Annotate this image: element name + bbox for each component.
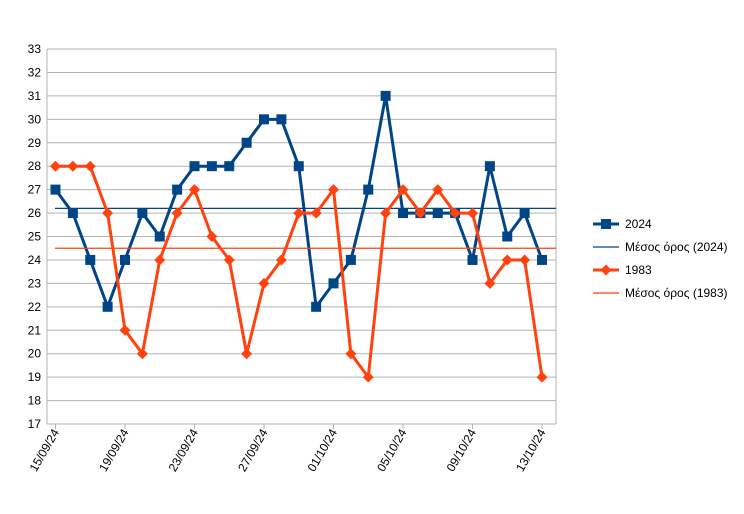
y-tick-label: 18 — [28, 394, 42, 408]
data-point — [397, 184, 409, 196]
data-point — [241, 137, 252, 148]
data-point — [345, 254, 356, 265]
series-1983-2 — [50, 160, 548, 383]
legend-item: 1983 — [593, 263, 652, 277]
legend-item: Μέσος όρος (1983) — [593, 286, 728, 300]
x-tick-label: 27/09/24 — [235, 426, 271, 474]
y-tick-label: 29 — [28, 136, 42, 150]
data-point — [206, 161, 217, 172]
data-point — [414, 207, 426, 219]
data-point — [501, 254, 513, 266]
y-tick-label: 25 — [28, 230, 42, 244]
y-tick-label: 26 — [28, 206, 42, 220]
data-point — [67, 208, 78, 219]
data-point — [67, 160, 79, 172]
y-tick-label: 27 — [28, 183, 42, 197]
data-point — [328, 184, 339, 196]
series-line — [55, 164, 544, 379]
data-point — [102, 301, 113, 312]
data-point — [484, 161, 495, 172]
data-point — [502, 231, 513, 242]
data-point — [363, 184, 374, 195]
data-point — [120, 254, 130, 265]
data-point — [259, 114, 269, 125]
data-point — [432, 208, 443, 219]
data-point — [519, 254, 531, 266]
x-tick-label: 19/09/24 — [96, 426, 132, 474]
legend-label: 2024 — [625, 217, 652, 231]
data-point — [449, 207, 461, 219]
y-tick-label: 22 — [28, 300, 42, 314]
data-point — [311, 301, 322, 312]
data-point — [241, 348, 253, 360]
series-line — [54, 94, 544, 309]
grid — [46, 48, 557, 425]
x-tick-label: 05/10/24 — [374, 426, 410, 474]
data-point — [84, 160, 96, 172]
legend-marker — [600, 264, 612, 276]
data-point — [380, 207, 392, 219]
data-point — [50, 160, 61, 172]
data-point — [258, 277, 270, 289]
data-point — [432, 184, 444, 196]
data-point — [154, 254, 166, 266]
data-point — [154, 231, 165, 242]
data-point — [537, 254, 547, 265]
data-point — [484, 277, 496, 289]
data-point — [189, 161, 200, 172]
data-point — [85, 254, 96, 265]
data-point — [310, 207, 322, 219]
data-point — [293, 207, 305, 219]
data-point — [136, 348, 148, 360]
data-point — [362, 371, 374, 383]
x-tick-label: 09/10/24 — [444, 426, 480, 474]
x-tick-label: 01/10/24 — [305, 426, 341, 474]
legend-label: Μέσος όρος (2024) — [625, 240, 728, 254]
data-point — [519, 208, 530, 219]
series-2024-0 — [50, 90, 547, 312]
y-tick-label: 24 — [28, 253, 42, 267]
y-tick-label: 19 — [28, 370, 42, 384]
y-tick-label: 17 — [28, 417, 42, 431]
x-tick-label: 23/09/24 — [166, 426, 202, 474]
y-tick-label: 33 — [28, 42, 42, 56]
data-point — [345, 348, 357, 360]
data-point — [119, 324, 131, 336]
y-tick-label: 21 — [28, 323, 42, 337]
y-tick-label: 30 — [28, 112, 42, 126]
x-tick-label: 15/09/24 — [27, 426, 63, 474]
data-point — [380, 90, 391, 101]
y-tick-label: 31 — [28, 89, 42, 103]
legend-marker — [601, 219, 611, 229]
legend-label: 1983 — [625, 263, 652, 277]
data-point — [50, 184, 61, 195]
legend-label: Μέσος όρος (1983) — [625, 286, 728, 300]
data-point — [328, 278, 339, 289]
data-point — [275, 254, 287, 266]
data-point — [467, 207, 478, 219]
data-point — [398, 208, 408, 219]
legend: 2024 Μέσος όρος (2024) 1983 Μέσος όρος (198… — [593, 217, 728, 300]
data-point — [137, 208, 148, 219]
data-point — [224, 161, 235, 172]
data-point — [276, 114, 287, 125]
data-point — [223, 254, 235, 266]
y-tick-label: 32 — [28, 65, 42, 79]
x-tick-label: 13/10/24 — [513, 426, 549, 474]
data-point — [467, 254, 478, 265]
series — [50, 90, 556, 383]
data-point — [189, 184, 200, 196]
data-point — [171, 207, 183, 219]
data-point — [293, 161, 304, 172]
data-point — [206, 231, 218, 242]
legend-item: Μέσος όρος (2024) — [593, 240, 728, 254]
legend-item: 2024 — [593, 217, 652, 231]
data-point — [172, 184, 183, 195]
y-tick-label: 28 — [28, 159, 42, 173]
y-tick-label: 20 — [28, 347, 42, 361]
data-point — [536, 371, 548, 383]
data-point — [102, 207, 114, 219]
y-tick-label: 23 — [28, 276, 42, 290]
